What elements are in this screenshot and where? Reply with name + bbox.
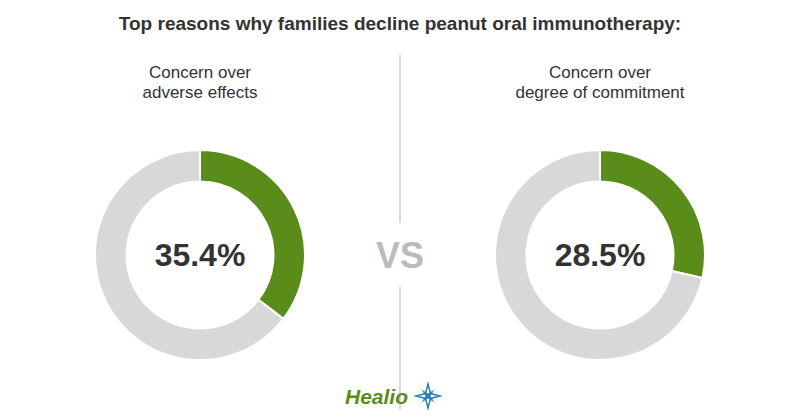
donut [95,150,305,360]
value-label: 35.4% [155,237,246,273]
slice [495,150,702,360]
chart-root: Top reasons why families decline peanut … [0,0,800,420]
value-label: 28.5% [555,237,646,273]
slice [95,150,283,360]
subtitle: Concern overdegree of commitment [515,63,684,102]
logo [422,390,435,403]
annotation: VS [376,235,424,276]
donut [495,150,705,360]
divider [399,55,401,223]
annotation: Healio [345,385,408,408]
subtitle: Concern overadverse effects [143,63,258,102]
slice [200,150,305,319]
logo [416,384,440,408]
title: Top reasons why families decline peanut … [119,13,681,34]
